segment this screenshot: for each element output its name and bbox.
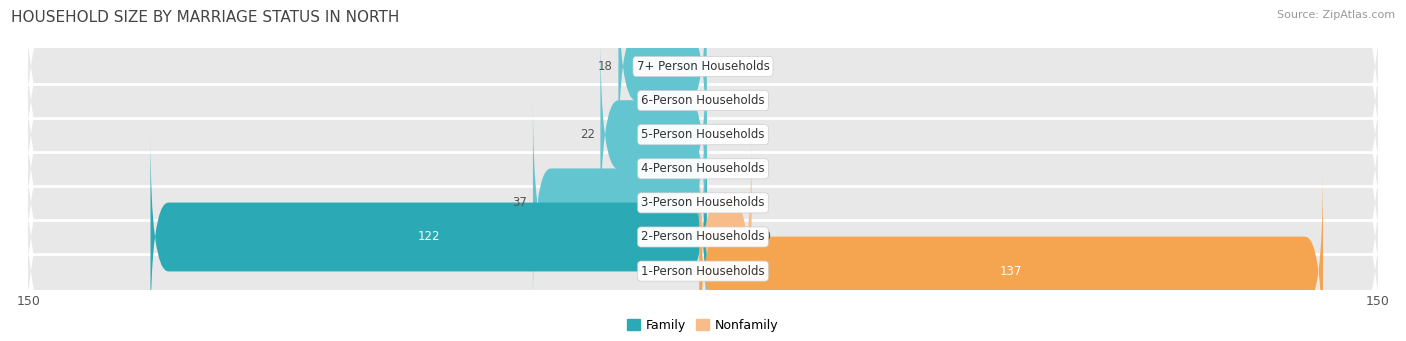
Text: 9: 9	[645, 162, 654, 175]
FancyBboxPatch shape	[699, 135, 752, 339]
FancyBboxPatch shape	[699, 169, 1323, 341]
Text: 3-Person Households: 3-Person Households	[641, 196, 765, 209]
Text: 1-Person Households: 1-Person Households	[641, 265, 765, 278]
Text: 0: 0	[686, 265, 695, 278]
FancyBboxPatch shape	[600, 33, 707, 237]
Text: 2-Person Households: 2-Person Households	[641, 231, 765, 243]
Legend: Family, Nonfamily: Family, Nonfamily	[623, 314, 783, 337]
Text: 22: 22	[581, 128, 595, 141]
FancyBboxPatch shape	[20, 0, 1386, 341]
FancyBboxPatch shape	[533, 101, 707, 305]
Text: 0: 0	[711, 128, 720, 141]
Text: HOUSEHOLD SIZE BY MARRIAGE STATUS IN NORTH: HOUSEHOLD SIZE BY MARRIAGE STATUS IN NOR…	[11, 10, 399, 25]
FancyBboxPatch shape	[150, 135, 707, 339]
Text: 5-Person Households: 5-Person Households	[641, 128, 765, 141]
FancyBboxPatch shape	[20, 0, 1386, 341]
Text: 18: 18	[598, 60, 613, 73]
FancyBboxPatch shape	[659, 67, 707, 271]
Text: 6-Person Households: 6-Person Households	[641, 94, 765, 107]
Text: Source: ZipAtlas.com: Source: ZipAtlas.com	[1277, 10, 1395, 20]
Text: 37: 37	[513, 196, 527, 209]
Text: 0: 0	[686, 94, 695, 107]
Text: 0: 0	[711, 60, 720, 73]
Text: 0: 0	[711, 94, 720, 107]
FancyBboxPatch shape	[20, 0, 1386, 326]
Text: 122: 122	[418, 231, 440, 243]
Text: 0: 0	[711, 162, 720, 175]
Text: 7+ Person Households: 7+ Person Households	[637, 60, 769, 73]
Text: 10: 10	[756, 231, 772, 243]
FancyBboxPatch shape	[20, 12, 1386, 341]
FancyBboxPatch shape	[20, 0, 1386, 341]
FancyBboxPatch shape	[20, 0, 1386, 341]
FancyBboxPatch shape	[20, 0, 1386, 341]
Text: 0: 0	[711, 196, 720, 209]
Text: 137: 137	[1000, 265, 1022, 278]
FancyBboxPatch shape	[619, 0, 707, 168]
Text: 4-Person Households: 4-Person Households	[641, 162, 765, 175]
